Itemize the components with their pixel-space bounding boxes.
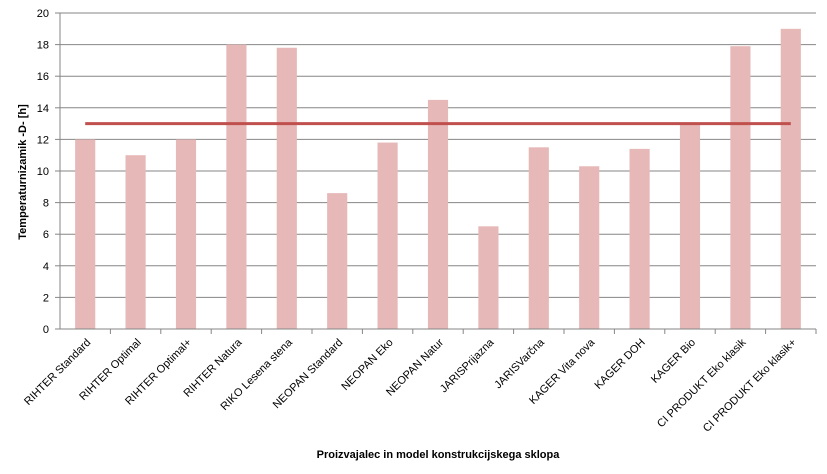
bar: [75, 139, 96, 329]
y-tick-label: 2: [43, 292, 49, 304]
bar: [629, 148, 650, 329]
y-tick-label: 4: [43, 261, 49, 273]
bar: [579, 166, 600, 329]
y-tick-label: 8: [43, 198, 49, 210]
y-tick-label: 18: [37, 40, 49, 52]
bar: [679, 123, 701, 329]
bars: [75, 28, 801, 330]
y-tick-label: 10: [37, 166, 49, 178]
x-tick-label: NEOPAN Eko: [339, 337, 395, 393]
bar: [730, 46, 751, 330]
y-tick-label: 0: [43, 324, 49, 336]
x-tick-label: KAGER Bio: [649, 337, 698, 386]
x-axis-title: Proizvajalec in model konstrukcijskega s…: [317, 449, 561, 461]
bar: [478, 226, 499, 329]
bar: [175, 139, 197, 329]
y-tick-label: 16: [37, 71, 49, 83]
y-tick-label: 14: [37, 103, 49, 115]
y-tick-label: 12: [37, 134, 49, 146]
y-axis-title: Temperaturnizamik -D- [h]: [17, 104, 29, 240]
bar: [377, 142, 398, 329]
bar: [427, 99, 449, 330]
bar: [528, 147, 549, 329]
x-tick-label: CI PRODUKT Eko klasik: [655, 336, 749, 430]
bar: [276, 47, 297, 329]
bar: [780, 28, 801, 330]
x-tick-label: CI PRODUKT Eko klasik+: [701, 337, 799, 435]
y-tick-labels: 0 2 4 6 8 10 12 14 16 18 20: [37, 8, 60, 336]
bar: [125, 155, 146, 329]
x-tick-label: JARISVarčna: [492, 336, 547, 391]
bar: [226, 44, 247, 329]
y-tick-label: 6: [43, 229, 49, 241]
bar: [327, 193, 348, 329]
x-tick-label: KAGER DOH: [593, 337, 648, 392]
y-tick-label: 20: [37, 8, 49, 20]
x-tick-label: JARISPrijazna: [438, 336, 497, 395]
